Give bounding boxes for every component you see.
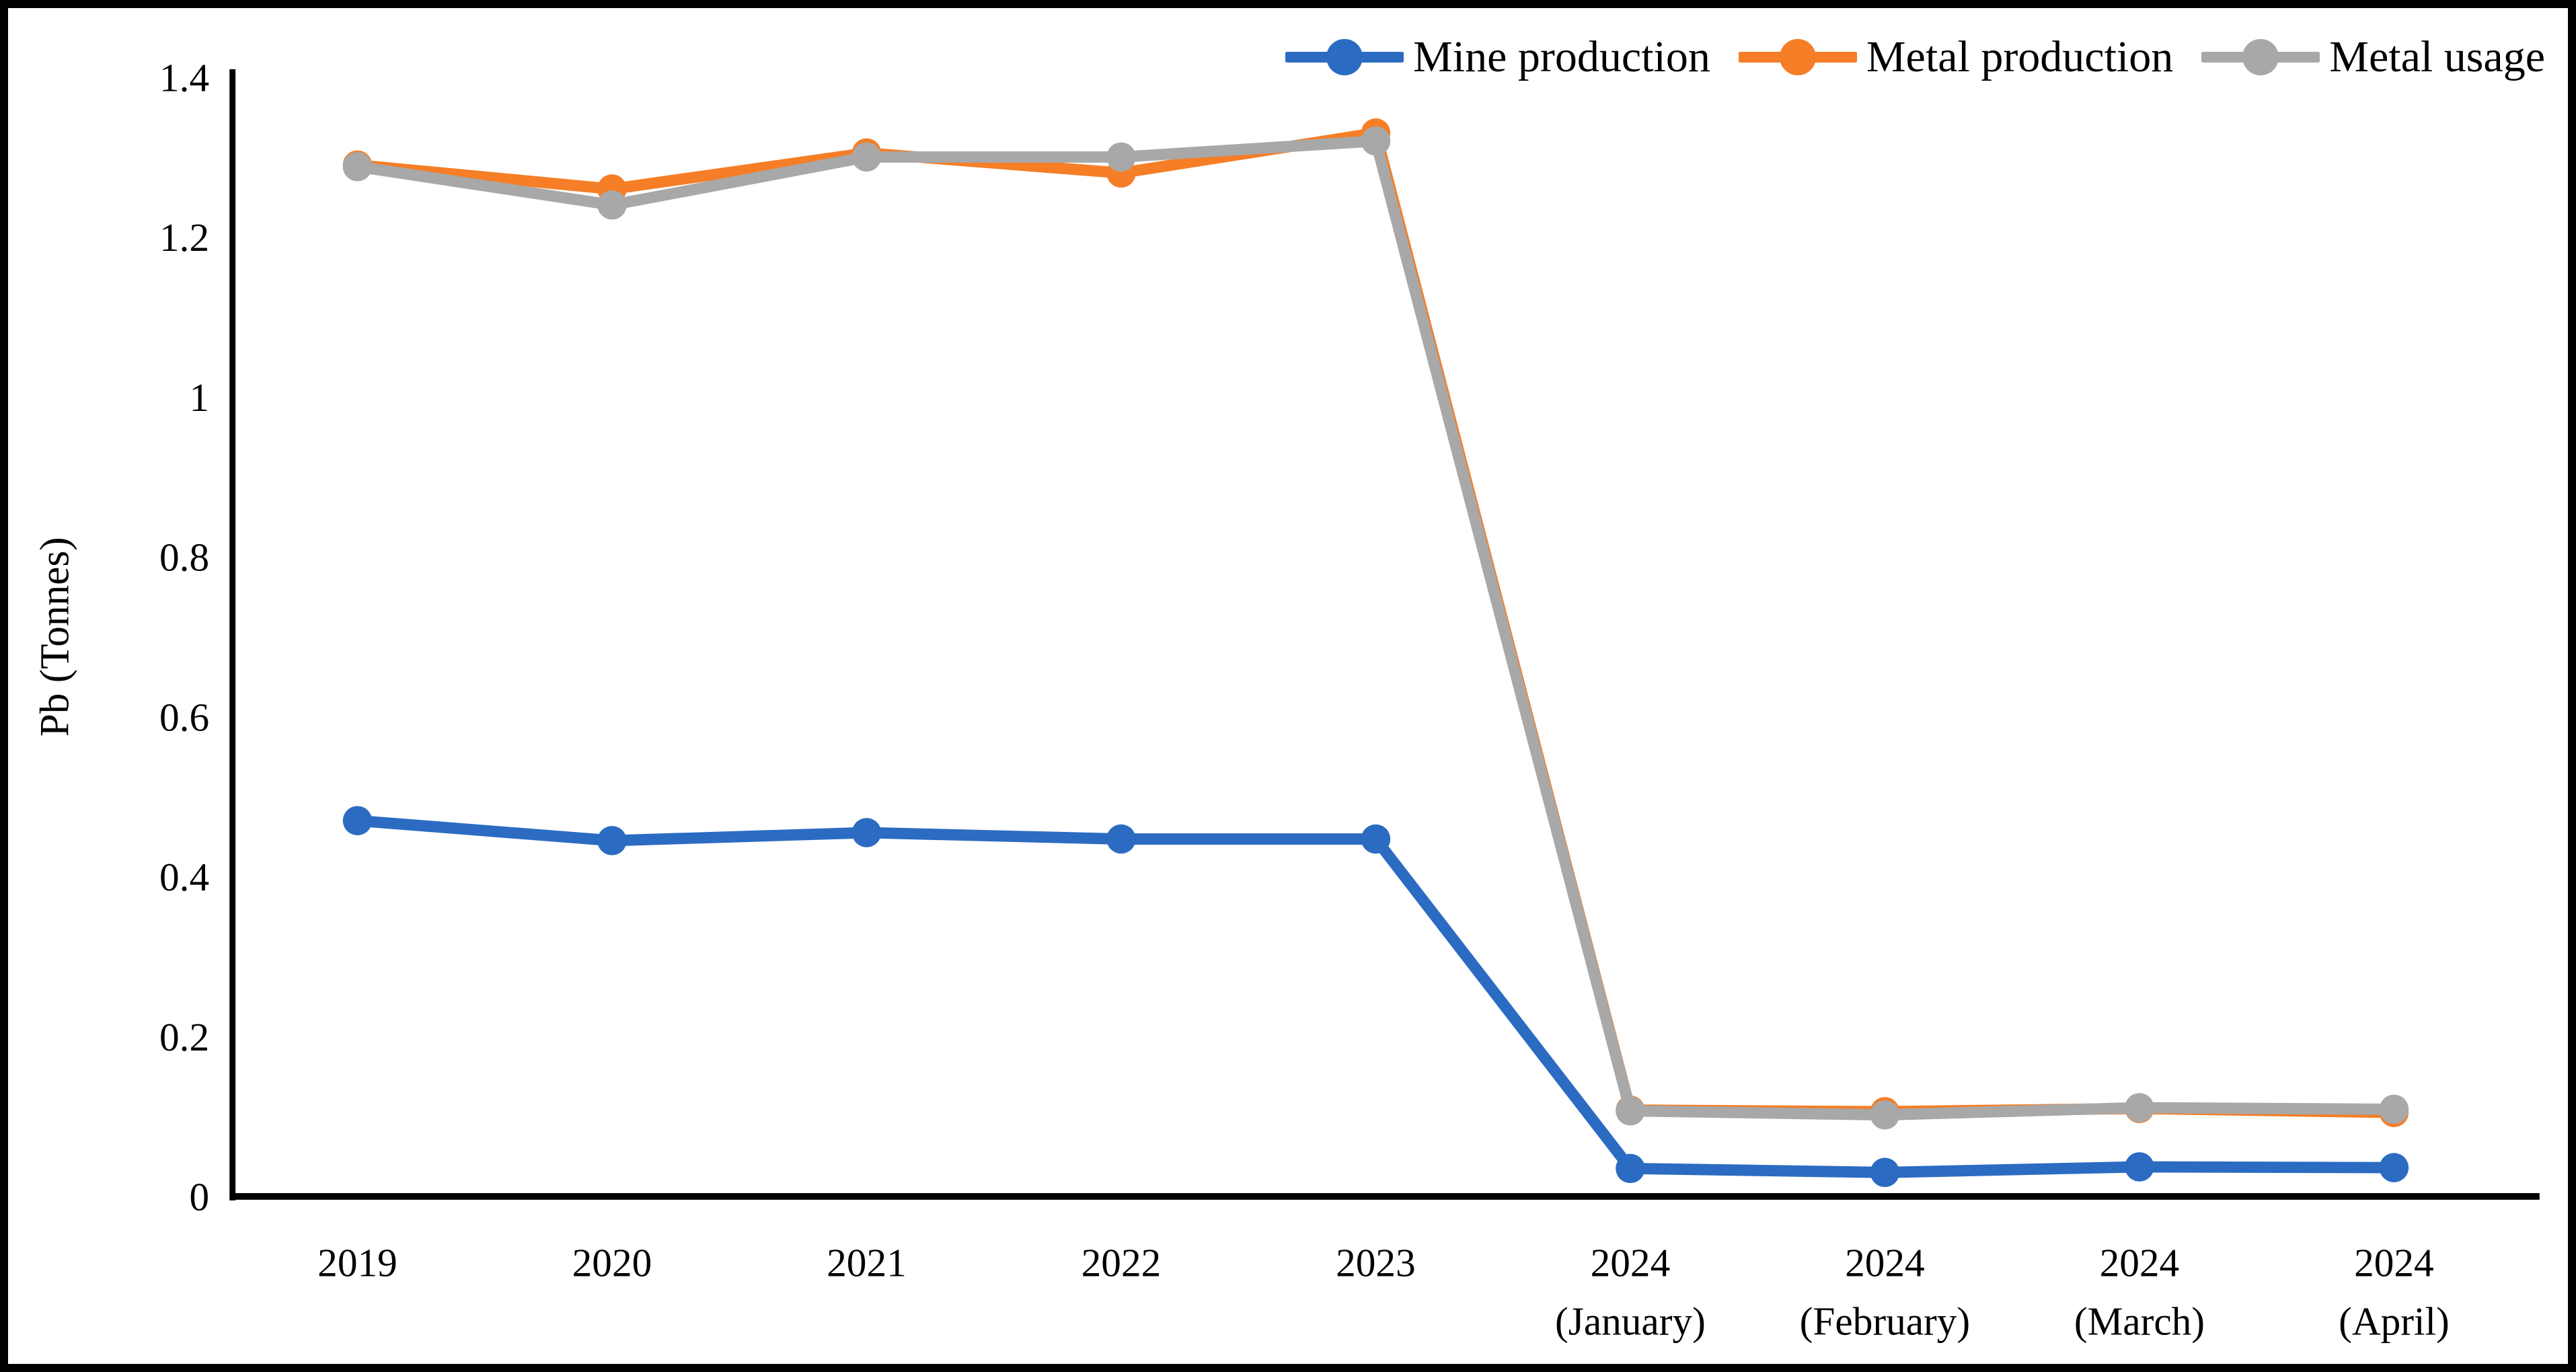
data-point-metal-usage <box>851 142 882 172</box>
data-point-metal-usage <box>1616 1096 1645 1126</box>
x-category-label: 2023 <box>1336 1241 1416 1285</box>
legend: Mine production Metal production Metal usa… <box>1285 34 2545 81</box>
x-category-label: 2020 <box>572 1241 652 1285</box>
y-tick-label: 0 <box>189 1175 209 1219</box>
legend-item-metal-production: Metal production <box>1738 32 2174 81</box>
series-group <box>342 118 2409 1188</box>
legend-marker-icon <box>1285 39 1404 75</box>
data-point-metal-usage <box>342 151 373 182</box>
y-tick-label: 0.8 <box>159 535 209 580</box>
x-category-label: 2024 (February) <box>1800 1241 1970 1344</box>
data-point-metal-usage <box>2379 1094 2409 1125</box>
line-chart: Pb (Tonnes) 0 0.2 0.4 0.6 0.8 1 1.2 1.4 2019 202… <box>32 55 2540 1344</box>
axes <box>229 69 2540 1200</box>
data-point-mine-production <box>2125 1152 2154 1182</box>
y-axis-title: Pb (Tonnes) <box>32 537 78 736</box>
legend-marker-icon <box>1738 39 1857 75</box>
data-point-metal-usage <box>1106 142 1136 172</box>
x-category-label: 2024 (March) <box>2074 1241 2205 1344</box>
x-category-label: 2024 (April) <box>2339 1241 2450 1344</box>
x-category-label: 2019 <box>317 1241 397 1285</box>
series-line-metal-production <box>352 127 2400 1118</box>
y-tick-label: 1 <box>189 375 209 420</box>
y-tick-label: 1.4 <box>159 55 209 100</box>
data-point-mine-production <box>1361 824 1391 854</box>
legend-marker-icon <box>2201 39 2320 75</box>
data-point-metal-usage <box>2125 1093 2154 1122</box>
data-point-mine-production <box>1106 824 1136 854</box>
series-line-metal-usage <box>352 135 2400 1121</box>
y-tick-label: 1.2 <box>159 215 209 260</box>
data-point-mine-production <box>342 806 373 835</box>
x-category-label: 2021 <box>827 1241 907 1285</box>
y-tick-label: 0.2 <box>159 1015 209 1059</box>
data-point-metal-usage <box>1870 1100 1900 1130</box>
data-point-mine-production <box>1616 1153 1645 1184</box>
legend-label: Mine production <box>1413 32 1710 81</box>
series-line-mine-production <box>352 814 2400 1178</box>
data-point-metal-usage <box>597 190 627 220</box>
data-point-metal-usage <box>1361 126 1391 156</box>
x-category-label: 2024 (January) <box>1555 1241 1706 1344</box>
y-tick-label: 0.4 <box>159 855 209 899</box>
data-point-mine-production <box>2379 1153 2409 1182</box>
x-axis-category-labels: 2019 2020 2021 2022 2023 2024 (January) 2024 (Fe… <box>317 1241 2450 1344</box>
y-tick-label: 0.6 <box>159 695 209 739</box>
x-category-label: 2022 <box>1082 1241 1162 1285</box>
legend-item-mine-production: Mine production <box>1285 34 1710 81</box>
data-point-mine-production <box>851 818 882 847</box>
data-point-mine-production <box>597 826 627 855</box>
y-axis-tick-labels: 0 0.2 0.4 0.6 0.8 1 1.2 1.4 <box>159 55 209 1219</box>
legend-label: Metal usage <box>2329 32 2545 81</box>
data-point-mine-production <box>1870 1157 1900 1188</box>
legend-item-metal-usage: Metal usage <box>2201 34 2545 81</box>
legend-label: Metal production <box>1866 32 2174 81</box>
